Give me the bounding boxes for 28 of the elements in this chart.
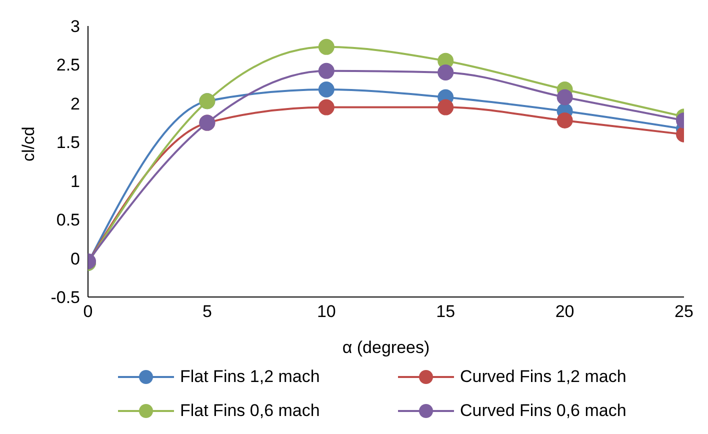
point	[318, 38, 334, 55]
x-tick-label: 25	[674, 302, 694, 322]
y-tick-label: 0.5	[56, 210, 80, 230]
x-tick-label: 10	[316, 302, 336, 322]
legend-label: Curved Fins 1,2 mach	[460, 367, 626, 387]
x-tick-label: 20	[555, 302, 574, 322]
y-tick-label: -0.5	[50, 288, 80, 308]
x-tick-label: 0	[83, 302, 93, 322]
point	[556, 89, 573, 106]
x-tick-label: 5	[202, 302, 212, 322]
x-axis-title: α (degrees)	[342, 338, 430, 357]
point	[318, 62, 334, 79]
point	[556, 112, 573, 128]
y-axis-title: cl/cd	[19, 126, 38, 162]
y-tick-label: 1.5	[56, 133, 80, 152]
point	[438, 99, 454, 116]
y-tick-label: 0	[70, 249, 80, 268]
x-tick-label: 15	[436, 302, 456, 322]
legend-label: Flat Fins 1,2 mach	[180, 367, 320, 387]
y-tick-label: 3	[70, 17, 80, 36]
legend-label: Curved Fins 0,6 mach	[460, 401, 626, 421]
point	[438, 64, 454, 80]
legend-label: Flat Fins 0,6 mach	[180, 401, 320, 421]
point	[318, 99, 334, 116]
point	[318, 81, 334, 98]
y-tick-label: 1	[70, 172, 80, 191]
y-tick-label: 2	[70, 94, 80, 114]
y-tick-label: 2.5	[56, 56, 80, 75]
